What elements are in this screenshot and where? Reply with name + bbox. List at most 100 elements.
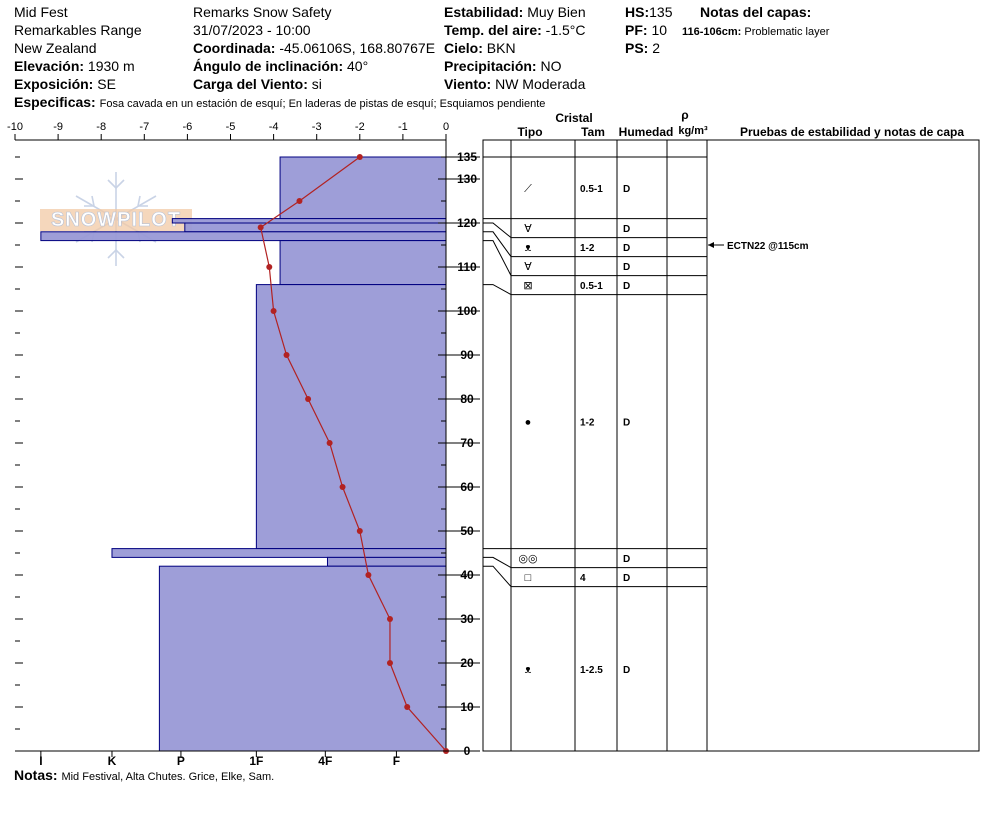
grain-type-symbol: □ [525, 572, 532, 584]
hardness-layer-bar [279, 156, 447, 220]
air-temp-value: -1.5°C [545, 22, 586, 38]
wind-label: Viento: [444, 76, 492, 92]
temperature-tick-label: -5 [226, 121, 236, 133]
height-tick-label: 110 [457, 260, 477, 274]
grain-size: 4 [580, 573, 586, 584]
exposure-row: Exposición: SE [14, 76, 116, 92]
layer-notes-title: Notas del capas: [700, 4, 812, 20]
temperature-tick-label: -1 [398, 121, 408, 133]
temperature-tick-label: 0 [443, 121, 449, 133]
location-name: Mid Fest [14, 4, 68, 20]
ps-value: 2 [652, 40, 661, 56]
layer-connector [483, 231, 512, 257]
layer-connector [483, 222, 512, 238]
temperature-point [326, 440, 333, 446]
range-name: Remarkables Range [14, 22, 142, 38]
grain-type-symbol: ∀ [524, 261, 532, 273]
sky-label: Cielo: [444, 40, 483, 56]
coordinate-label: Coordinada: [193, 40, 276, 56]
temperature-tick-label: -3 [312, 121, 322, 133]
moisture-header: Humedad [619, 125, 674, 139]
layer-note-text: Problematic layer [744, 26, 830, 38]
temperature-point [386, 616, 393, 622]
wind-load-label: Carga del Viento: [193, 76, 308, 92]
temperature-tick-label: -6 [183, 121, 193, 133]
table-frame [482, 139, 980, 752]
ps-label: PS: [625, 40, 649, 56]
exposure-value: SE [97, 76, 116, 92]
hardness-layer-bar [40, 231, 447, 242]
grain-size: 0.5-1 [580, 281, 603, 292]
grain-type-symbol: ᴥ [525, 242, 532, 254]
elevation-value: 1930 m [87, 58, 135, 74]
height-tick-label: 120 [457, 216, 477, 230]
temperature-point [356, 528, 363, 534]
coordinate-row: Coordinada: -45.06106S, 168.80767E [193, 40, 443, 56]
moisture-value: D [623, 573, 630, 584]
layer-connector [483, 565, 512, 587]
incline-row: Ángulo de inclinación: 40° [193, 58, 368, 74]
wind-load-value: si [311, 76, 322, 92]
grain-size: 0.5-1 [580, 184, 603, 195]
notes-text: Mid Festival, Alta Chutes. Grice, Elke, … [61, 771, 275, 783]
height-tick-label: 0 [464, 744, 471, 758]
layer-connector [483, 240, 512, 276]
grain-size: 1-2 [580, 243, 595, 254]
temperature-point [305, 396, 312, 402]
coordinate-value: -45.06106S, 168.80767E [279, 40, 436, 56]
temperature-point [386, 660, 393, 666]
hs-value: 135 [649, 4, 673, 20]
grain-type-symbol: ● [525, 417, 532, 429]
notes-label: Notas: [14, 767, 58, 783]
precip-value: NO [540, 58, 562, 74]
temperature-point [266, 264, 273, 270]
hs-label: HS: [625, 4, 650, 20]
height-tick-label: 10 [460, 700, 474, 714]
hardness-tick-label: 1F [249, 754, 263, 768]
stability-value: Muy Bien [527, 4, 586, 20]
notes-row: Notas: Mid Festival, Alta Chutes. Grice,… [14, 767, 274, 785]
moisture-value: D [623, 665, 630, 676]
hardness-layer-bar [184, 222, 447, 233]
temperature-point [365, 572, 372, 578]
elevation-row: Elevación: 1930 m [14, 58, 135, 74]
sky-row: Cielo: BKN [444, 40, 516, 56]
stability-row: Estabilidad: Muy Bien [444, 4, 586, 20]
temperature-tick-label: -7 [139, 121, 149, 133]
temperature-point [404, 704, 411, 710]
specifics-label: Especificas: [14, 94, 96, 110]
sky-value: BKN [486, 40, 516, 56]
height-tick-label: 100 [457, 304, 477, 318]
height-tick-label: 70 [460, 436, 474, 450]
country-name: New Zealand [14, 40, 97, 56]
hardness-layer-bar [158, 565, 447, 752]
grain-type-symbol: ∀ [524, 223, 532, 235]
hardness-tick-label: K [108, 754, 117, 768]
moisture-value: D [623, 262, 630, 273]
stability-label: Estabilidad: [444, 4, 524, 20]
pf-label: PF: [625, 22, 648, 38]
hardness-tick-label: I [39, 754, 42, 768]
datetime: 31/07/2023 - 10:00 [193, 22, 311, 38]
hardness-layer-bar [326, 556, 447, 567]
hs-row: HS:135 [625, 4, 672, 20]
temperature-tick-label: -10 [7, 121, 23, 133]
height-tick-label: 60 [460, 480, 474, 494]
specifics-text: Fosa cavada en un estación de esquí; En … [99, 98, 546, 110]
grain-size: 1-2 [580, 418, 595, 429]
temperature-tick-label: -4 [269, 121, 279, 133]
air-temp-row: Temp. del aire: -1.5°C [444, 22, 586, 38]
size-header: Tam [581, 125, 605, 139]
moisture-value: D [623, 281, 630, 292]
hardness-tick-label: F [393, 754, 400, 768]
height-tick-label: 40 [460, 568, 474, 582]
density-symbol: ρ [681, 108, 688, 122]
pf-value: 10 [651, 22, 668, 38]
exposure-label: Exposición: [14, 76, 94, 92]
wind-load-row: Carga del Viento: si [193, 76, 322, 92]
crystal-header: Cristal [555, 111, 592, 125]
air-temp-label: Temp. del aire: [444, 22, 542, 38]
snowpilot-watermark: SNOWPILOT [40, 172, 192, 266]
watermark-band [40, 209, 192, 231]
